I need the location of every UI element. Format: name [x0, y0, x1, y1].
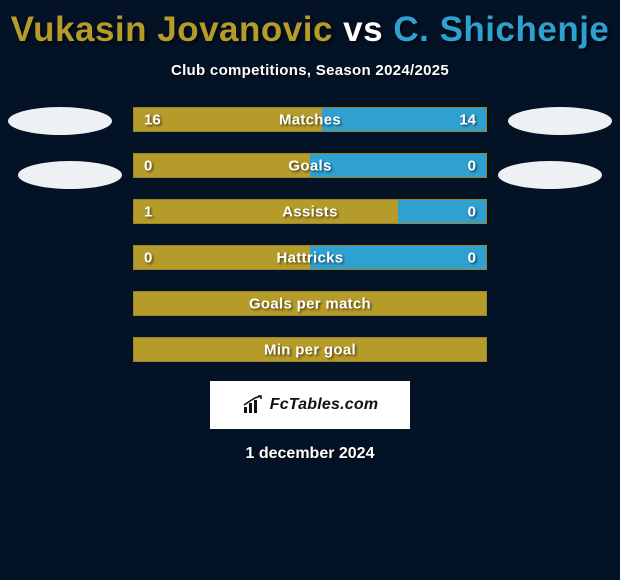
stat-row: Min per goal — [133, 337, 487, 362]
stat-row: 10Assists — [133, 199, 487, 224]
player2-avatar-head — [508, 107, 612, 135]
page-title: Vukasin Jovanovic vs C. Shichenje — [0, 10, 620, 50]
player1-name: Vukasin Jovanovic — [11, 10, 333, 49]
stat-bars: 1614Matches 00Goals 10Assists 00Hattricks Go… — [133, 107, 487, 362]
player1-avatar-body — [18, 161, 122, 189]
player2-avatar-body — [498, 161, 602, 189]
stat-label: Assists — [134, 203, 486, 220]
stat-label: Hattricks — [134, 249, 486, 266]
vs-separator: vs — [343, 10, 383, 49]
stat-row: 00Hattricks — [133, 245, 487, 270]
stat-row: 1614Matches — [133, 107, 487, 132]
comparison-card: Vukasin Jovanovic vs C. Shichenje Club c… — [0, 0, 620, 463]
logo: FcTables.com — [242, 395, 379, 415]
logo-text: FcTables.com — [270, 396, 379, 414]
stats-area: 1614Matches 00Goals 10Assists 00Hattricks Go… — [0, 107, 620, 362]
subtitle: Club competitions, Season 2024/2025 — [0, 62, 620, 79]
chart-icon — [242, 395, 264, 415]
stat-label: Goals — [134, 157, 486, 174]
player2-name: C. Shichenje — [393, 10, 609, 49]
stat-label: Goals per match — [134, 295, 486, 312]
stat-row: Goals per match — [133, 291, 487, 316]
date-label: 1 december 2024 — [0, 445, 620, 463]
stat-row: 00Goals — [133, 153, 487, 178]
player1-avatar-head — [8, 107, 112, 135]
stat-label: Min per goal — [134, 341, 486, 358]
stat-label: Matches — [134, 111, 486, 128]
logo-box: FcTables.com — [210, 381, 410, 429]
